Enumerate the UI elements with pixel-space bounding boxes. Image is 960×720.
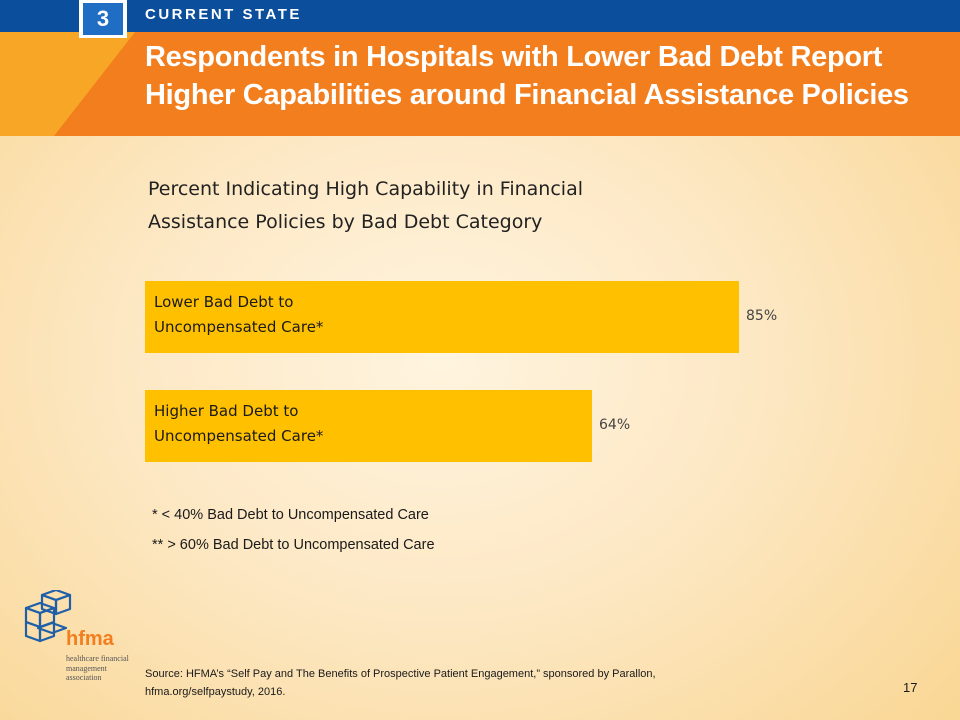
section-badge: 3 [79,0,127,38]
footnote-higher: ** > 60% Bad Debt to Uncompensated Care [152,537,435,553]
top-bar [0,0,960,32]
logo-wordmark: hfma [66,628,114,650]
header-band [0,32,960,136]
bar-0 [145,281,739,353]
bar-1 [145,390,592,462]
category-label-0: Lower Bad Debt to Uncompensated Care* [154,293,324,336]
slide-title: Respondents in Hospitals with Lower Bad … [145,41,909,111]
category-label-1: Higher Bad Debt to Uncompensated Care* [154,402,324,445]
source-citation: Source: HFMA’s “Self Pay and The Benefit… [145,668,656,698]
value-label-0: 85% [746,308,778,324]
hfma-logo-icon [24,590,72,643]
value-label-1: 64% [599,417,631,433]
section-label: CURRENT STATE [145,6,302,23]
footnote-lower: * < 40% Bad Debt to Uncompensated Care [152,507,429,523]
page-number: 17 [903,680,918,695]
logo-tagline: healthcare financial management associat… [66,654,129,682]
section-number: 3 [83,3,123,35]
chart-title: Percent Indicating High Capability in Fi… [148,178,583,233]
